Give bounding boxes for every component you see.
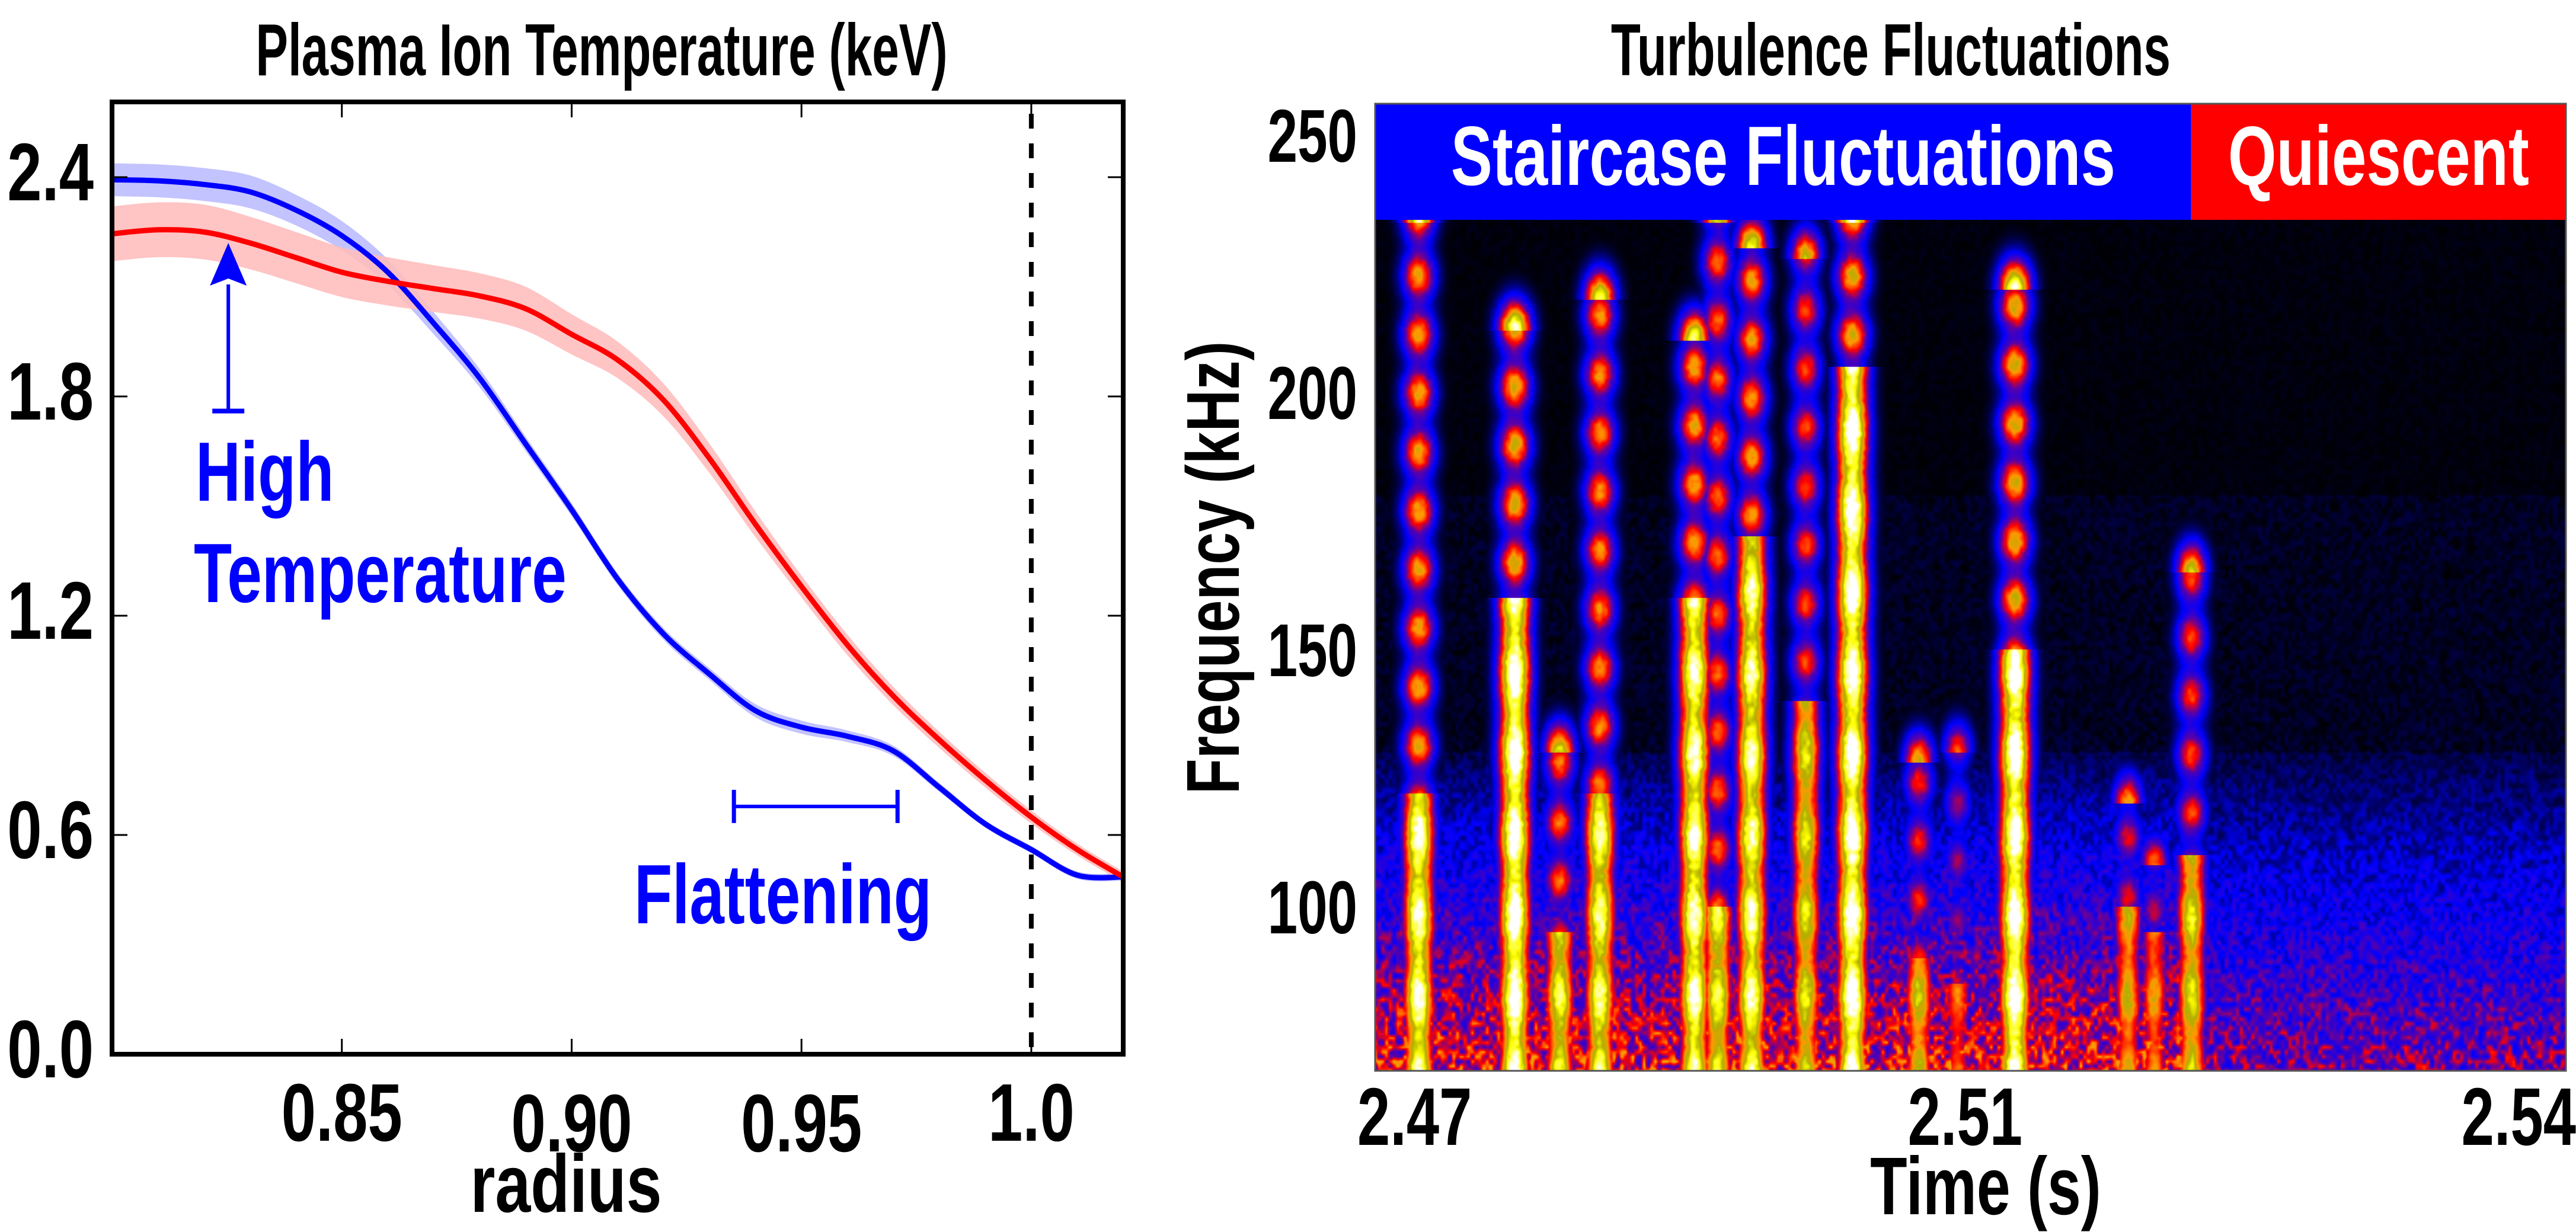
y-tick-label-1-group: 0.6 [7,784,94,875]
region-1-label-group: Quiescent [2228,110,2529,203]
freq-tick-label-2: 200 [1268,353,1357,436]
time-axis-label-group: Time (s) [1870,1140,2101,1232]
x-tick-label-2: 0.95 [741,1077,862,1169]
y-tick-label-2-group: 1.2 [7,565,94,656]
x-tick-label-0-group: 0.85 [282,1067,402,1158]
time-tick-label-1-group: 2.51 [1908,1071,2022,1163]
frequency-axis-label: Frequency (kHz) [1171,341,1255,795]
freq-tick-label-3-group: 250 [1268,95,1357,178]
freq-tick-label-2-group: 200 [1268,353,1357,436]
left-chart-title-group: Plasma Ion Temperature (keV) [255,9,947,91]
annotation-high-group: High [196,425,334,519]
line-quiescent [112,227,1123,879]
regime-bar: Staircase Fluctuations Quiescent [1375,104,2566,220]
y-tick-label-0-group: 0.0 [7,1003,94,1095]
right-chart-title: Turbulence Fluctuations [1611,9,2171,91]
annotation-temperature: Temperature [194,527,567,620]
y-tick-label-2: 1.2 [7,565,94,656]
time-tick-label-1: 2.51 [1908,1071,2022,1163]
spectrogram-heatmap [1375,220,2566,1071]
x-axis-label: radius [470,1138,661,1230]
y-tick-label-3-group: 1.8 [7,345,94,437]
x-tick-label-1: 0.90 [511,1077,632,1169]
axis-labels: Plasma Ion Temperature (keV) 0.0 0.6 1.2 1.8… [7,9,1075,1230]
y-tick-label-4-group: 2.4 [7,126,94,217]
freq-tick-label-1: 150 [1268,610,1357,693]
frequency-axis-label-group: Frequency (kHz) [1171,341,1255,795]
annotation-flattening: Flattening [634,848,932,942]
left-chart-title: Plasma Ion Temperature (keV) [255,9,947,91]
uncertainty-bands [112,163,1123,883]
time-tick-label-2-group: 2.54 [2462,1071,2576,1163]
x-tick-label-3: 1.0 [988,1067,1075,1158]
freq-tick-label-0: 100 [1268,867,1357,950]
freq-tick-label-0-group: 100 [1268,867,1357,950]
arrow-up-icon [210,243,247,286]
time-tick-label-0: 2.47 [1357,1071,1472,1163]
x-tick-label-2-group: 0.95 [741,1077,862,1169]
right-chart-title-group: Turbulence Fluctuations [1611,9,2171,91]
axes-frame [110,100,1126,1057]
freq-tick-label-3: 250 [1268,95,1357,178]
region-0-label: Staircase Fluctuations [1451,110,2115,203]
time-tick-label-0-group: 2.47 [1357,1071,1472,1163]
annotation-high: High [196,425,334,519]
region-0-band [1375,104,2191,220]
annotation-flattening-group: Flattening [634,848,932,942]
annotation-temperature-group: Temperature [194,527,567,620]
freq-tick-label-1-group: 150 [1268,610,1357,693]
x-tick-label-1-group: 0.90 [511,1077,632,1169]
axis-ticks [112,102,1123,1055]
y-tick-label-0: 0.0 [7,1003,94,1095]
region-1-label: Quiescent [2228,110,2529,203]
y-tick-label-3: 1.8 [7,345,94,437]
x-axis-label-group: radius [470,1138,661,1230]
time-tick-label-2: 2.54 [2462,1071,2576,1163]
y-tick-label-4: 2.4 [7,126,94,217]
band-quiescent [112,202,1123,883]
time-axis-label: Time (s) [1870,1140,2101,1232]
x-tick-label-3-group: 1.0 [988,1067,1075,1158]
temperature-curves [112,177,1123,881]
x-tick-label-0: 0.85 [282,1067,402,1158]
y-tick-label-1: 0.6 [7,784,94,875]
region-1-band [2191,104,2566,220]
region-0-label-group: Staircase Fluctuations [1451,110,2115,203]
line-staircase [112,177,1123,881]
